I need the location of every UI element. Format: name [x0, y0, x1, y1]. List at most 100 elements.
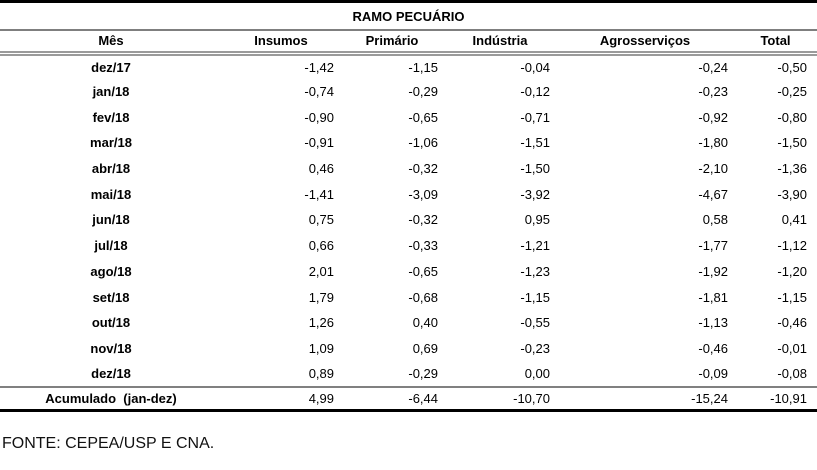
value-cell: -1,15 [408, 59, 438, 75]
value-cell: -1,20 [777, 263, 807, 279]
value-cell: -0,80 [777, 109, 807, 125]
value-cell: -3,90 [777, 186, 807, 202]
value-cell: -0,90 [304, 109, 334, 125]
table-title: RAMO PECUÁRIO [352, 8, 465, 24]
value-cell: -1,15 [777, 289, 807, 305]
total-value-agrosservicos: -15,24 [691, 391, 728, 407]
month-cell: ago/18 [90, 263, 132, 279]
value-cell: -0,25 [777, 84, 807, 100]
value-cell: -0,46 [698, 340, 728, 356]
value-cell: 0,00 [524, 366, 550, 382]
value-cell: -0,74 [304, 84, 334, 100]
value-cell: -0,68 [408, 289, 438, 305]
value-cell: 0,75 [308, 212, 334, 228]
value-cell: -0,92 [698, 109, 728, 125]
value-cell: -3,09 [408, 186, 438, 202]
value-cell: -0,71 [520, 109, 550, 125]
month-cell: mai/18 [90, 186, 132, 202]
value-cell: 0,66 [308, 238, 334, 254]
header-row: Mês Insumos Primário Indústria Agrosserv… [0, 31, 817, 53]
value-cell: 0,40 [412, 315, 438, 331]
value-cell: -0,09 [698, 366, 728, 382]
column-header-agrosservicos: Agrosserviços [599, 33, 691, 49]
month-cell: nov/18 [90, 340, 132, 356]
value-cell: -0,32 [408, 161, 438, 177]
column-header-mes: Mês [98, 33, 124, 49]
total-row-label: Acumulado (jan-dez) [45, 391, 177, 407]
data-table: Mês Insumos Primário Indústria Agrosserv… [0, 31, 817, 412]
table-row: mai/18 -1,41 -3,09 -3,92 -4,67 -3,90 [0, 181, 817, 207]
value-cell: -0,65 [408, 263, 438, 279]
value-cell: 0,69 [412, 340, 438, 356]
value-cell: -0,08 [777, 366, 807, 382]
value-cell: -0,32 [408, 212, 438, 228]
value-cell: -0,55 [520, 315, 550, 331]
table-row: mar/18 -0,91 -1,06 -1,51 -1,80 -1,50 [0, 130, 817, 156]
table-title-bar: RAMO PECUÁRIO [0, 0, 817, 31]
value-cell: 1,26 [308, 315, 334, 331]
value-cell: 0,41 [781, 212, 807, 228]
value-cell: -1,50 [777, 135, 807, 151]
month-cell: abr/18 [91, 161, 131, 177]
month-cell: jan/18 [92, 84, 130, 100]
value-cell: -3,92 [520, 186, 550, 202]
table-row: fev/18 -0,90 -0,65 -0,71 -0,92 -0,80 [0, 104, 817, 130]
table-row: jan/18 -0,74 -0,29 -0,12 -0,23 -0,25 [0, 79, 817, 105]
total-value-industria: -10,70 [513, 391, 550, 407]
value-cell: -1,36 [777, 161, 807, 177]
value-cell: 0,89 [308, 366, 334, 382]
table-row: dez/18 0,89 -0,29 0,00 -0,09 -0,08 [0, 361, 817, 387]
indicator-report: RAMO PECUÁRIO Mês Insumos Primário Indús… [0, 0, 817, 453]
month-cell: dez/18 [91, 366, 131, 382]
total-value-total: -10,91 [770, 391, 807, 407]
value-cell: -0,33 [408, 238, 438, 254]
value-cell: -1,80 [698, 135, 728, 151]
value-cell: -1,41 [304, 186, 334, 202]
month-cell: mar/18 [90, 135, 132, 151]
value-cell: -1,50 [520, 161, 550, 177]
value-cell: 0,95 [524, 212, 550, 228]
total-value-insumos: 4,99 [308, 391, 334, 407]
table-row: abr/18 0,46 -0,32 -1,50 -2,10 -1,36 [0, 156, 817, 182]
value-cell: -0,46 [777, 315, 807, 331]
table-row: nov/18 1,09 0,69 -0,23 -0,46 -0,01 [0, 336, 817, 362]
value-cell: -0,24 [698, 59, 728, 75]
value-cell: -2,10 [698, 161, 728, 177]
column-header-total: Total [760, 33, 791, 49]
value-cell: 0,46 [308, 161, 334, 177]
total-row: Acumulado (jan-dez) 4,99 -6,44 -10,70 -1… [0, 386, 817, 411]
value-cell: -0,01 [777, 340, 807, 356]
value-cell: -4,67 [698, 186, 728, 202]
value-cell: -1,92 [698, 263, 728, 279]
value-cell: 1,09 [308, 340, 334, 356]
value-cell: -0,29 [408, 84, 438, 100]
month-cell: dez/17 [91, 59, 131, 75]
value-cell: -0,12 [520, 84, 550, 100]
value-cell: -0,23 [520, 340, 550, 356]
column-header-industria: Indústria [472, 33, 528, 49]
value-cell: -1,51 [520, 135, 550, 151]
value-cell: -0,04 [520, 59, 550, 75]
value-cell: -1,81 [698, 289, 728, 305]
table-row: jul/18 0,66 -0,33 -1,21 -1,77 -1,12 [0, 233, 817, 259]
table-body: dez/17 -1,42 -1,15 -0,04 -0,24 -0,50 jan/18 -0,… [0, 53, 817, 387]
value-cell: -1,23 [520, 263, 550, 279]
value-cell: 2,01 [308, 263, 334, 279]
value-cell: 0,58 [702, 212, 728, 228]
value-cell: -0,91 [304, 135, 334, 151]
table-row: dez/17 -1,42 -1,15 -0,04 -0,24 -0,50 [0, 53, 817, 79]
month-cell: jun/18 [92, 212, 130, 228]
table-row: set/18 1,79 -0,68 -1,15 -1,81 -1,15 [0, 284, 817, 310]
value-cell: -1,12 [777, 238, 807, 254]
value-cell: -0,65 [408, 109, 438, 125]
value-cell: -0,23 [698, 84, 728, 100]
month-cell: jul/18 [94, 238, 128, 254]
value-cell: -0,50 [777, 59, 807, 75]
table-row: out/18 1,26 0,40 -0,55 -1,13 -0,46 [0, 310, 817, 336]
value-cell: -1,15 [520, 289, 550, 305]
month-cell: fev/18 [92, 109, 130, 125]
table-row: jun/18 0,75 -0,32 0,95 0,58 0,41 [0, 207, 817, 233]
table-row: ago/18 2,01 -0,65 -1,23 -1,92 -1,20 [0, 259, 817, 285]
value-cell: -1,21 [520, 238, 550, 254]
source-note: FONTE: CEPEA/USP E CNA. [2, 435, 215, 453]
